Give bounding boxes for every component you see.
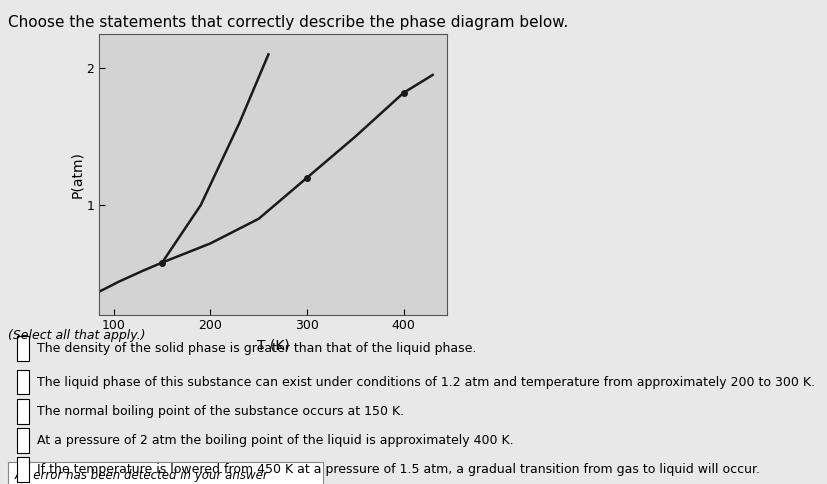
Text: The density of the solid phase is greater than that of the liquid phase.: The density of the solid phase is greate…: [37, 342, 476, 355]
Text: Choose the statements that correctly describe the phase diagram below.: Choose the statements that correctly des…: [8, 15, 568, 30]
Text: The liquid phase of this substance can exist under conditions of 1.2 atm and tem: The liquid phase of this substance can e…: [37, 376, 815, 389]
Text: If the temperature is lowered from 450 K at a pressure of 1.5 atm, a gradual tra: If the temperature is lowered from 450 K…: [37, 463, 759, 476]
X-axis label: T (K): T (K): [256, 338, 289, 352]
Text: At a pressure of 2 atm the boiling point of the liquid is approximately 400 K.: At a pressure of 2 atm the boiling point…: [37, 434, 514, 447]
Text: The normal boiling point of the substance occurs at 150 K.: The normal boiling point of the substanc…: [37, 405, 404, 418]
Text: (Select all that apply.): (Select all that apply.): [8, 329, 146, 342]
Text: An error has been detected in your answer: An error has been detected in your answe…: [15, 469, 268, 482]
Y-axis label: P(atm): P(atm): [69, 151, 84, 197]
